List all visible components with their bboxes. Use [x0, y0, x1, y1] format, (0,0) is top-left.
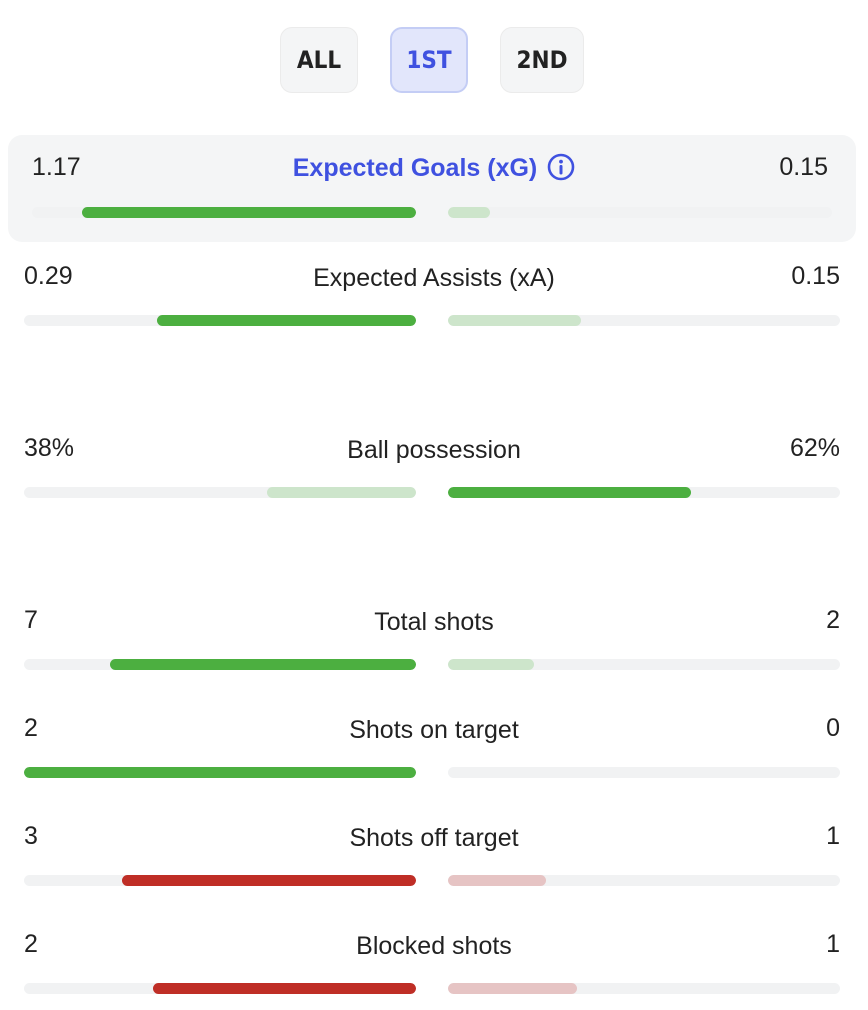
stat-row-total-shots: 7 Total shots 2	[0, 604, 868, 684]
home-bar-fill	[157, 315, 416, 326]
stat-row-blocked-shots: 2 Blocked shots 1	[0, 928, 868, 1008]
stat-row-shots-off-target: 3 Shots off target 1	[0, 820, 868, 900]
stat-away-value: 0.15	[791, 262, 840, 290]
stat-label: Shots off target	[349, 824, 519, 852]
away-bar-fill	[448, 659, 535, 670]
info-icon[interactable]	[547, 153, 575, 181]
stat-home-value: 2	[24, 714, 38, 742]
stat-home-value: 0.29	[24, 262, 73, 290]
stat-away-value: 0	[826, 714, 840, 742]
home-bar-fill	[81, 207, 416, 218]
stat-away-value: 0.15	[779, 153, 828, 181]
period-tabs: ALL 1ST 2ND	[0, 0, 868, 120]
home-bar-track	[32, 207, 416, 218]
stat-row-shots-on-target: 2 Shots on target 0	[0, 712, 868, 792]
away-bar-track	[448, 487, 840, 498]
stat-label: Expected Assists (xA)	[313, 264, 555, 292]
stat-label: Blocked shots	[356, 932, 512, 960]
home-bar-fill	[110, 659, 416, 670]
home-bar-track	[24, 875, 416, 886]
away-bar-track	[448, 207, 832, 218]
stat-row-ball-possession: 38% Ball possession 62%	[0, 432, 868, 512]
stat-away-value: 2	[826, 606, 840, 634]
stat-away-value: 1	[826, 822, 840, 850]
stat-home-value: 3	[24, 822, 38, 850]
stat-row-expected-goals: 1.17 Expected Goals (xG) 0.15	[8, 135, 856, 242]
home-bar-fill	[267, 487, 416, 498]
tab-1st[interactable]: 1ST	[390, 27, 468, 93]
tab-all[interactable]: ALL	[280, 27, 358, 93]
away-bar-fill	[448, 487, 692, 498]
stat-label-text: Expected Goals (xG)	[292, 154, 538, 182]
stat-home-value: 2	[24, 930, 38, 958]
home-bar-track	[24, 983, 416, 994]
away-bar-track	[448, 983, 840, 994]
stat-row-expected-assists: 0.29 Expected Assists (xA) 0.15	[0, 260, 868, 340]
home-bar-track	[24, 487, 416, 498]
stat-label: Shots on target	[349, 716, 519, 744]
tab-2nd[interactable]: 2ND	[500, 27, 584, 93]
stat-label: Expected Goals (xG)	[0, 153, 868, 183]
stat-home-value: 38%	[24, 434, 75, 462]
home-bar-fill	[153, 983, 416, 994]
away-bar-track	[448, 875, 840, 886]
stat-away-value: 62%	[789, 434, 840, 462]
away-bar-fill	[448, 207, 491, 218]
home-bar-track	[24, 659, 416, 670]
stat-away-value: 1	[826, 930, 840, 958]
stat-label: Ball possession	[347, 436, 521, 464]
home-bar-fill	[122, 875, 416, 886]
stat-label: Total shots	[374, 608, 494, 636]
away-bar-track	[448, 315, 840, 326]
home-bar-track	[24, 767, 416, 778]
away-bar-track	[448, 659, 840, 670]
away-bar-fill	[448, 875, 546, 886]
away-bar-fill	[448, 983, 578, 994]
away-bar-track	[448, 767, 840, 778]
away-bar-fill	[448, 315, 582, 326]
home-bar-track	[24, 315, 416, 326]
stat-home-value: 1.17	[32, 153, 81, 181]
stat-home-value: 7	[24, 606, 38, 634]
home-bar-fill	[24, 767, 416, 778]
